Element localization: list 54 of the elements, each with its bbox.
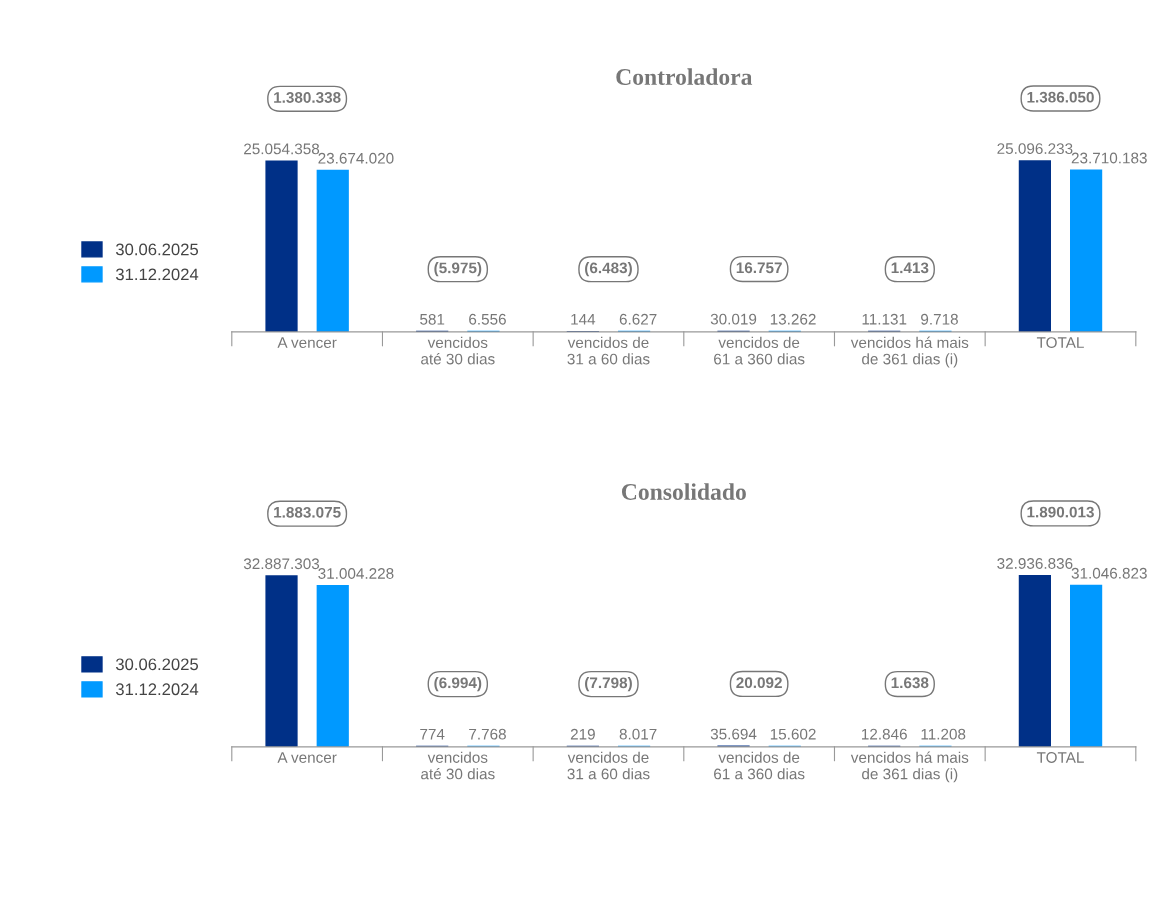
text: 1.386.050	[1027, 91, 1094, 103]
annotation: 20.092	[736, 677, 782, 689]
annotation: 1.413	[891, 262, 929, 274]
data-label: 11.131	[862, 313, 907, 325]
data-label: 32.887.303	[243, 558, 320, 570]
legend-label: 30.06.2025	[115, 658, 199, 671]
data-label: 25.054.358	[244, 143, 320, 155]
data-label: 23.674.020	[318, 152, 394, 164]
data-label: 32.936.836	[997, 558, 1073, 569]
data-label: 9.718	[921, 313, 958, 325]
chart-title: Controladora	[616, 68, 753, 85]
x-tick-label: vencidos há mais de 361 dias (i)	[850, 336, 969, 368]
x-tick-label: vencidos de 31 a 60 dias	[567, 751, 650, 780]
annotation: (6.483)	[585, 262, 632, 277]
data-label: 219	[570, 728, 595, 740]
data-label: 6.556	[469, 313, 506, 325]
data-label: 31.004.228	[318, 568, 394, 579]
x-tick-label: TOTAL	[1036, 337, 1084, 348]
legend-label: 31.12.2024	[115, 268, 199, 281]
data-label: 15.602	[770, 728, 816, 740]
data-label: 23.710.183	[1071, 152, 1147, 164]
data-label: 8.017	[619, 728, 657, 740]
annotation: 16.757	[736, 262, 782, 274]
text: 1.883.075	[274, 506, 341, 518]
x-tick-label: vencidos até 30 dias	[421, 336, 495, 365]
data-label: 774	[420, 728, 445, 740]
x-tick-label: vencidos de 61 a 360 dias	[714, 751, 805, 780]
x-tick-label: vencidos de 61 a 360 dias	[714, 336, 805, 365]
data-label: 7.768	[469, 728, 506, 740]
x-tick-label: A vencer	[277, 752, 337, 763]
text: 1.380.338	[274, 92, 341, 103]
legend-label: 30.06.2025	[115, 243, 199, 256]
data-label: 11.208	[921, 728, 966, 740]
x-tick-label: vencidos de 31 a 60 dias	[567, 336, 650, 365]
data-label: 12.846	[862, 728, 907, 740]
data-label: 30.019	[710, 313, 757, 325]
chart-title: Consolidado	[621, 483, 746, 500]
x-tick-label: vencidos até 30 dias	[421, 751, 495, 780]
x-tick-label: A vencer	[277, 337, 337, 348]
annotation: 1.638	[891, 677, 929, 689]
data-label: 25.096.233	[997, 143, 1073, 154]
text: 1.890.013	[1027, 506, 1094, 518]
data-label: 35.694	[710, 728, 757, 740]
data-label: 6.627	[619, 313, 657, 325]
legend-label: 31.12.2024	[115, 683, 199, 696]
data-label: 13.262	[770, 313, 816, 325]
annotation: (7.798)	[585, 676, 632, 692]
x-tick-label: vencidos há mais de 361 dias (i)	[850, 751, 969, 783]
data-label: 31.046.823	[1071, 567, 1147, 579]
annotation: (6.994)	[434, 676, 482, 692]
x-tick-label: TOTAL	[1036, 752, 1084, 763]
data-label: 144	[571, 314, 596, 325]
data-label: 581	[420, 313, 445, 325]
annotation: (5.975)	[434, 262, 482, 277]
